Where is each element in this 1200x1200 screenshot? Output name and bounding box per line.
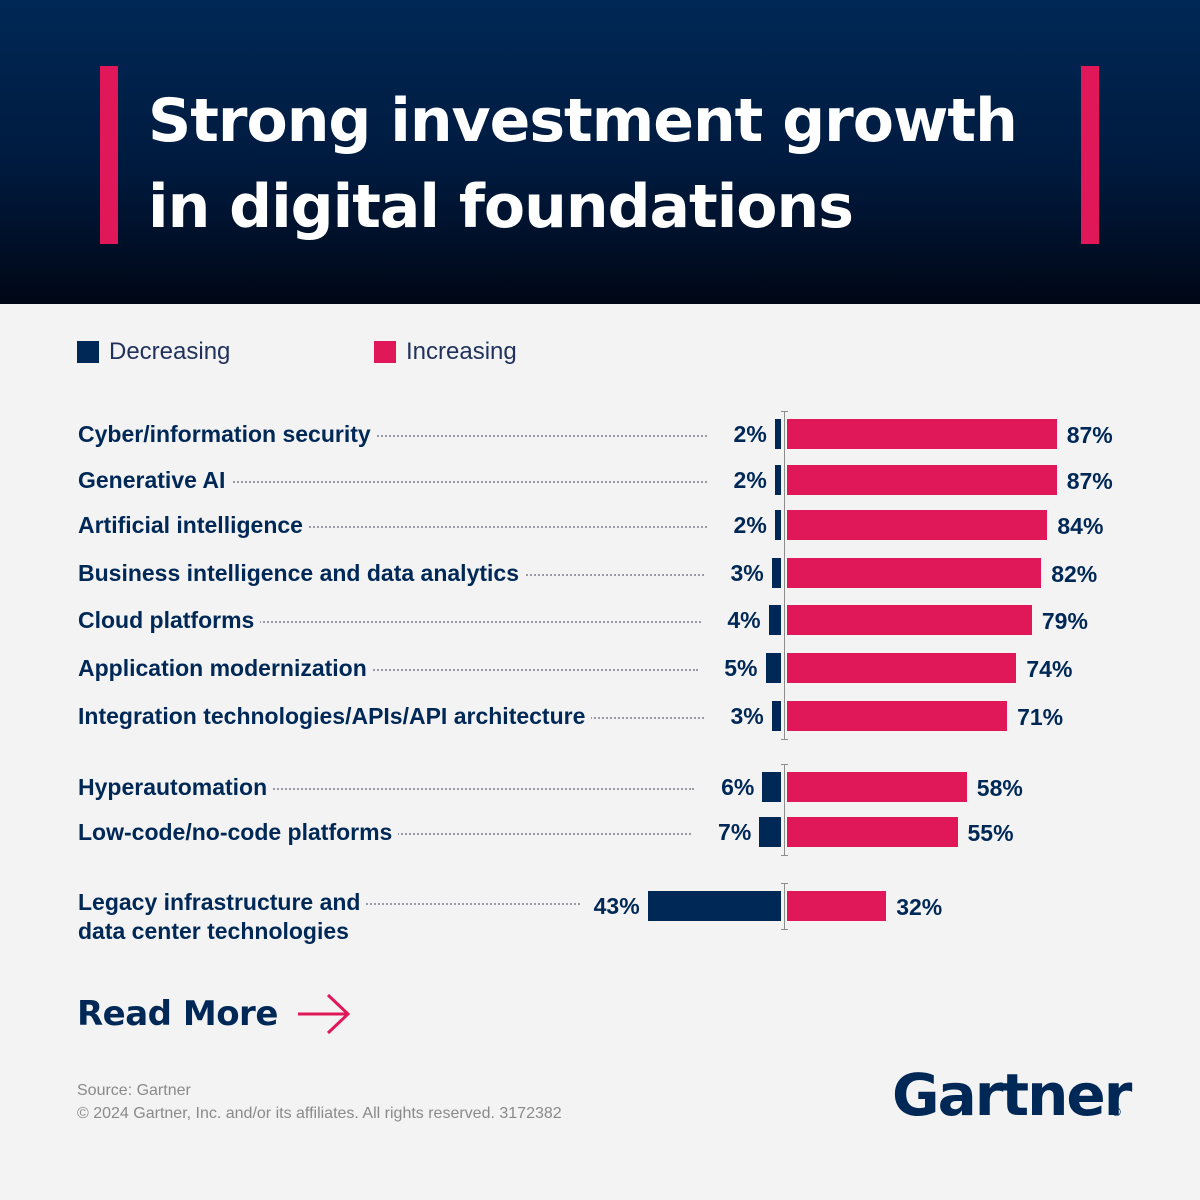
decreasing-value-label: 2%: [733, 421, 767, 447]
category-label-line: data center technologies: [78, 918, 349, 944]
decreasing-bar: [762, 772, 781, 802]
increasing-bar: [787, 510, 1048, 540]
decreasing-value-label: 3%: [730, 703, 764, 729]
category-label-line: Generative AI: [78, 467, 226, 493]
category-label: Artificial intelligence: [78, 511, 309, 540]
category-label-line: Cyber/information security: [78, 421, 371, 447]
category-label-line: Cloud platforms: [78, 607, 255, 633]
increasing-bar: [787, 465, 1057, 495]
increasing-value-label: 58%: [976, 775, 1023, 801]
category-label: Cloud platforms: [78, 606, 261, 635]
increasing-value-label: 82%: [1051, 561, 1098, 587]
copyright-note: © 2024 Gartner, Inc. and/or its affiliat…: [77, 1105, 562, 1122]
category-label: Cyber/information security: [78, 420, 377, 449]
increasing-bar: [787, 605, 1032, 635]
decreasing-value-label: 4%: [727, 607, 761, 633]
accent-bar-right: [1081, 66, 1099, 244]
increasing-bar: [787, 653, 1017, 683]
decreasing-bar: [765, 653, 781, 683]
category-label-line: Hyperautomation: [78, 774, 268, 800]
category-label: Generative AI: [78, 466, 232, 495]
decreasing-bar: [759, 817, 781, 847]
legend-label-decreasing: Decreasing: [109, 338, 231, 365]
increasing-value-label: 71%: [1017, 704, 1064, 730]
increasing-bar: [787, 558, 1042, 588]
leader-dots: [78, 526, 707, 528]
decreasing-bar: [774, 465, 781, 495]
axis-tick: [781, 929, 788, 930]
axis-tick: [781, 411, 788, 412]
increasing-value-label: 32%: [896, 894, 943, 920]
legend-swatch-decreasing: [77, 341, 99, 363]
category-label: Application modernization: [78, 654, 373, 683]
increasing-value-label: 79%: [1041, 608, 1088, 634]
increasing-value-label: 74%: [1026, 656, 1073, 682]
increasing-bar: [787, 701, 1008, 731]
leader-dots: [78, 788, 695, 790]
header-banner: Strong investment growth in digital foun…: [0, 0, 1200, 304]
category-label: Business intelligence and data analytics: [78, 559, 525, 588]
increasing-value-label: 55%: [967, 820, 1014, 846]
axis-line: [784, 883, 785, 929]
axis-line: [784, 764, 785, 855]
category-label-line: Artificial intelligence: [78, 512, 303, 538]
decreasing-value-label: 43%: [593, 893, 640, 919]
increasing-bar: [787, 891, 887, 921]
increasing-value-label: 87%: [1066, 422, 1113, 448]
read-more-label: Read More: [77, 994, 278, 1034]
increasing-bar: [787, 772, 967, 802]
arrow-right-icon: [297, 993, 351, 1035]
registered-mark: ®: [1112, 1105, 1121, 1119]
decreasing-value-label: 6%: [721, 774, 755, 800]
decreasing-bar: [774, 419, 781, 449]
decreasing-value-label: 3%: [730, 560, 764, 586]
source-note: Source: Gartner: [77, 1082, 191, 1099]
axis-tick: [781, 739, 788, 740]
leader-dots: [78, 669, 698, 671]
category-label-line: Legacy infrastructure and: [78, 889, 361, 915]
leader-dots: [78, 621, 701, 623]
category-label-line: Low-code/no-code platforms: [78, 819, 393, 845]
decreasing-value-label: 2%: [733, 467, 767, 493]
decreasing-value-label: 7%: [718, 819, 752, 845]
category-label-line: Application modernization: [78, 655, 367, 681]
decreasing-bar: [768, 605, 781, 635]
leader-dots: [78, 481, 707, 483]
increasing-value-label: 84%: [1057, 513, 1104, 539]
category-label-line: Integration technologies/APIs/API archit…: [78, 703, 586, 729]
category-label: Hyperautomation: [78, 773, 274, 802]
legend-decreasing: Decreasing: [77, 337, 230, 367]
category-label: Low-code/no-code platforms: [78, 818, 399, 847]
category-label-line: Business intelligence and data analytics: [78, 560, 519, 586]
axis-tick: [781, 855, 788, 856]
legend-increasing: Increasing: [374, 337, 517, 367]
legend-label-increasing: Increasing: [406, 338, 517, 365]
axis-tick: [781, 883, 788, 884]
decreasing-bar: [771, 701, 781, 731]
decreasing-value-label: 2%: [733, 512, 767, 538]
category-label: Legacy infrastructure and data center tec…: [78, 888, 367, 946]
leader-dots: [78, 435, 707, 437]
accent-bar-left: [100, 66, 118, 244]
gartner-logo: Gartner: [892, 1061, 1132, 1129]
increasing-bar: [787, 817, 958, 847]
read-more-link[interactable]: Read More: [77, 992, 352, 1036]
decreasing-value-label: 5%: [724, 655, 758, 681]
increasing-bar: [787, 419, 1057, 449]
decreasing-bar: [774, 510, 781, 540]
axis-line: [784, 411, 785, 739]
category-label: Integration technologies/APIs/API archit…: [78, 702, 592, 731]
page-title: Strong investment growth in digital foun…: [148, 86, 1018, 242]
axis-tick: [781, 764, 788, 765]
legend-swatch-increasing: [374, 341, 396, 363]
decreasing-bar: [771, 558, 781, 588]
decreasing-bar: [647, 891, 781, 921]
increasing-value-label: 87%: [1066, 468, 1113, 494]
